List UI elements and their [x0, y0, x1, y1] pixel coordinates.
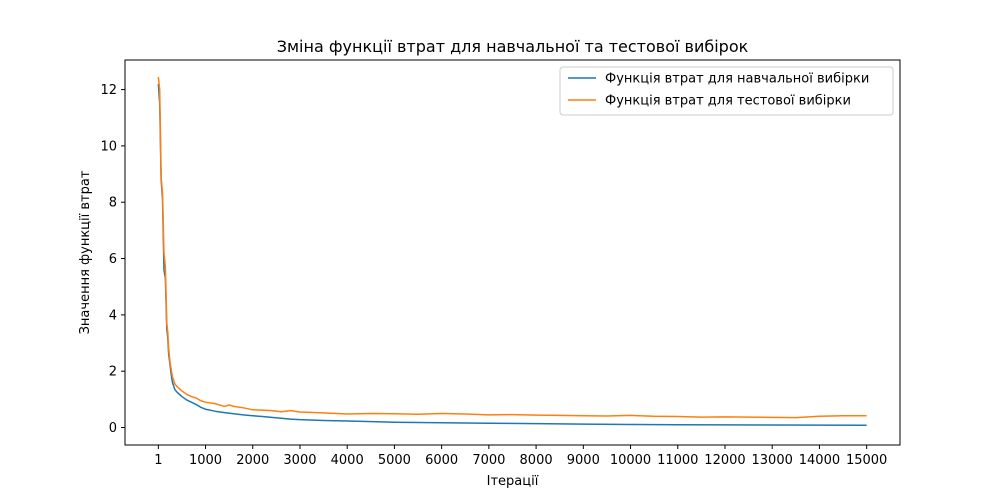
x-tick-label: 5000: [378, 453, 411, 468]
y-axis: 0 2 4 6 8 10 12: [100, 83, 125, 436]
x-tick-label: 9000: [567, 453, 600, 468]
x-tick-label: 6000: [425, 453, 458, 468]
legend-box: [559, 66, 894, 116]
legend-label-2: Функція втрат для тестової вибірки: [605, 94, 851, 109]
y-tick-label: 2: [109, 365, 117, 380]
x-tick-label: 3000: [283, 453, 316, 468]
x-tick-label: 10000: [610, 453, 651, 468]
y-tick-label: 12: [100, 83, 117, 98]
x-tick-label: 12000: [704, 453, 745, 468]
x-tick-label: 4000: [331, 453, 364, 468]
y-tick-label: 6: [109, 252, 117, 267]
y-tick-label: 8: [109, 196, 117, 211]
chart-title: Зміна функції втрат для навчальної та те…: [277, 37, 749, 56]
plot-area: [157, 76, 867, 427]
x-tick-label: 8000: [520, 453, 553, 468]
x-tick-label: 13000: [752, 453, 793, 468]
legend-label-1: Функція втрат для навчальної вибірки: [605, 72, 869, 87]
y-tick-label: 4: [109, 308, 117, 323]
axes-frame: [124, 59, 901, 446]
series-line-2: [157, 76, 867, 419]
x-axis-label: Ітерації: [487, 474, 539, 489]
x-tick-label: 7000: [472, 453, 505, 468]
x-tick-label: 2000: [236, 453, 269, 468]
y-tick-label: 0: [109, 421, 117, 436]
x-axis: 1 1000 2000 3000 4000 5000 6000 7000 8000 9000 100…: [154, 445, 887, 468]
x-tick-label: 11000: [657, 453, 698, 468]
legend: Функція втрат для навчальної вибірки Функ…: [559, 66, 894, 116]
x-tick-label: 1000: [189, 453, 222, 468]
x-tick-label: 14000: [799, 453, 840, 468]
y-axis-label: Значення функції втрат: [78, 170, 93, 334]
x-tick-label: 15000: [846, 453, 887, 468]
x-tick-label: 1: [154, 453, 162, 468]
y-tick-label: 10: [100, 139, 117, 154]
